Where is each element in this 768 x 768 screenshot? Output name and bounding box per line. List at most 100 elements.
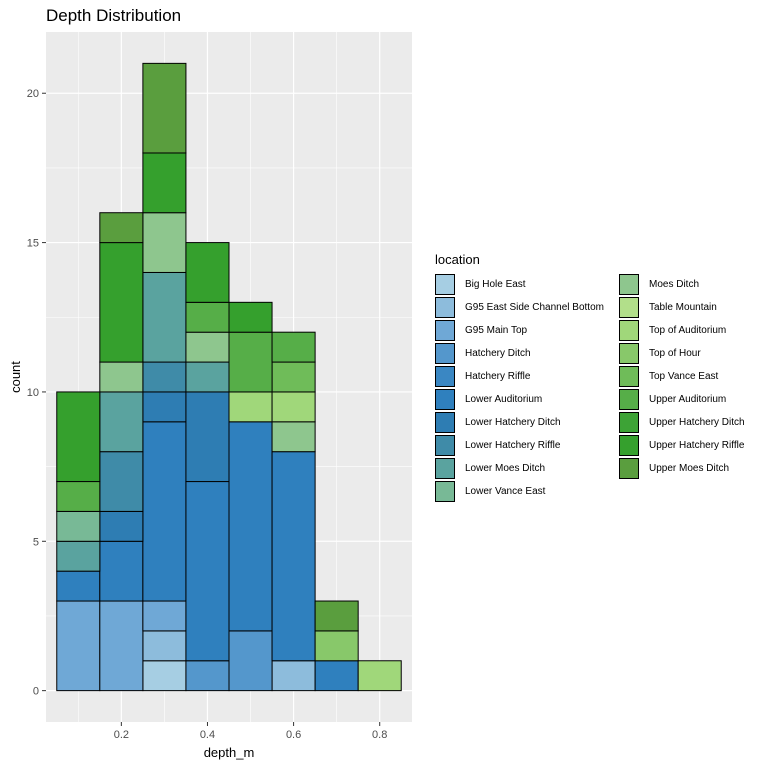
legend-label: Lower Hatchery Ditch <box>465 417 561 428</box>
legend-label: Lower Vance East <box>465 486 546 497</box>
legend-swatch <box>435 320 455 341</box>
bar-upper-moes-ditch <box>314 600 359 632</box>
legend-item-lower-auditorium: Lower Auditorium <box>435 388 619 411</box>
legend-label: Lower Moes Ditch <box>465 463 546 474</box>
bar-upper-auditorium <box>185 301 230 333</box>
bar-upper-hatchery-riffle <box>56 391 101 483</box>
legend-label: Upper Hatchery Riffle <box>649 440 745 451</box>
legend-label: Lower Auditorium <box>465 394 543 405</box>
legend-item-g95-east-side-channel-bottom: G95 East Side Channel Bottom <box>435 296 619 319</box>
legend-label: G95 Main Top <box>465 325 528 336</box>
legend-item-lower-hatchery-ditch: Lower Hatchery Ditch <box>435 411 619 434</box>
bar-lower-hatchery-riffle <box>99 451 144 512</box>
legend-label: G95 East Side Channel Bottom <box>465 302 604 313</box>
y-axis-title: count <box>8 361 23 393</box>
bar-top-of-hour <box>314 630 359 662</box>
bar-lower-moes-ditch <box>56 540 101 572</box>
bar-lower-auditorium <box>271 451 316 662</box>
legend-swatch <box>619 412 639 433</box>
bar-lower-auditorium <box>99 540 144 602</box>
legend-swatch <box>619 458 639 479</box>
y-tick-label: 0 <box>33 686 39 698</box>
bar-g95-main-top <box>99 600 144 692</box>
bar-g95-east-side-channel-bottom <box>142 630 187 662</box>
legend-label: Hatchery Ditch <box>465 348 531 359</box>
legend-item-lower-moes-ditch: Lower Moes Ditch <box>435 457 619 480</box>
bar-lower-auditorium <box>142 421 187 602</box>
legend-swatch <box>619 366 639 387</box>
bar-g95-main-top <box>142 600 187 632</box>
x-tick-label: 0.6 <box>286 729 301 741</box>
legend-item-moes-ditch: Moes Ditch <box>619 273 745 296</box>
bar-upper-hatchery-riffle <box>228 301 273 333</box>
legend-swatch <box>435 389 455 410</box>
x-tick-label: 0.2 <box>114 729 129 741</box>
legend-item-big-hole-east: Big Hole East <box>435 273 619 296</box>
bar-upper-hatchery-riffle <box>185 242 230 303</box>
bar-lower-moes-ditch <box>99 391 144 453</box>
legend-label: Top of Auditorium <box>649 325 727 336</box>
bar-lower-auditorium <box>56 570 101 602</box>
legend-label: Top of Hour <box>649 348 701 359</box>
legend-item-table-mountain: Table Mountain <box>619 296 745 319</box>
legend-columns: Big Hole East G95 East Side Channel Botto… <box>435 273 745 503</box>
legend-item-top-of-auditorium: Top of Auditorium <box>619 319 745 342</box>
x-tick-label: 0.4 <box>200 729 215 741</box>
legend-swatch <box>619 435 639 456</box>
legend-column-2: Moes Ditch Table Mountain Top of Auditoriu… <box>619 273 745 503</box>
legend-item-upper-hatchery-ditch: Upper Hatchery Ditch <box>619 411 745 434</box>
x-axis-title: depth_m <box>204 745 255 760</box>
legend-item-lower-hatchery-riffle: Lower Hatchery Riffle <box>435 434 619 457</box>
bar-lower-auditorium <box>228 421 273 632</box>
legend-swatch <box>435 458 455 479</box>
legend-swatch <box>435 274 455 295</box>
legend-swatch <box>435 366 455 387</box>
bar-lower-vance-east <box>56 510 101 542</box>
bar-g95-east-side-channel-bottom <box>271 660 316 692</box>
legend-swatch <box>619 274 639 295</box>
legend-label: Hatchery Riffle <box>465 371 531 382</box>
bar-lower-hatchery-ditch <box>142 391 187 423</box>
bar-big-hole-east <box>142 660 187 692</box>
legend-label: Big Hole East <box>465 279 526 290</box>
bar-lower-hatchery-ditch <box>99 510 144 542</box>
legend-item-hatchery-ditch: Hatchery Ditch <box>435 342 619 365</box>
bar-upper-moes-ditch <box>99 212 144 244</box>
bar-upper-hatchery-riffle <box>99 242 144 363</box>
bar-upper-moes-ditch <box>142 62 187 154</box>
legend-label: Lower Hatchery Riffle <box>465 440 561 451</box>
bar-upper-auditorium <box>56 481 101 512</box>
bar-hatchery-ditch <box>228 630 273 692</box>
bar-lower-moes-ditch <box>185 361 230 393</box>
bar-top-of-auditorium <box>271 391 316 423</box>
bar-upper-auditorium <box>271 331 316 363</box>
y-tick-label: 20 <box>27 88 39 100</box>
y-tick-label: 15 <box>27 238 39 250</box>
legend-label: Upper Moes Ditch <box>649 463 730 474</box>
legend: location Big Hole East G95 East Side Chan… <box>435 252 745 503</box>
legend-item-g95-main-top: G95 Main Top <box>435 319 619 342</box>
legend-item-top-of-hour: Top of Hour <box>619 342 745 365</box>
legend-swatch <box>619 343 639 364</box>
bar-moes-ditch <box>185 331 230 363</box>
legend-title: location <box>435 252 480 267</box>
legend-label: Upper Auditorium <box>649 394 727 405</box>
bar-top-of-auditorium <box>357 660 402 692</box>
legend-label: Moes Ditch <box>649 279 700 290</box>
bar-upper-hatchery-riffle <box>142 152 187 214</box>
legend-swatch <box>435 343 455 364</box>
legend-swatch <box>619 297 639 318</box>
bar-moes-ditch <box>271 421 316 453</box>
legend-swatch <box>435 412 455 433</box>
y-tick-label: 5 <box>33 536 39 548</box>
legend-column-1: Big Hole East G95 East Side Channel Botto… <box>435 273 619 503</box>
bar-upper-auditorium <box>228 331 273 393</box>
chart-title: Depth Distribution <box>46 6 182 25</box>
legend-swatch <box>619 320 639 341</box>
legend-item-top-vance-east: Top Vance East <box>619 365 745 388</box>
bar-lower-moes-ditch <box>142 271 187 363</box>
bar-top-vance-east <box>271 361 316 393</box>
legend-item-hatchery-riffle: Hatchery Riffle <box>435 365 619 388</box>
bar-moes-ditch <box>99 361 144 393</box>
